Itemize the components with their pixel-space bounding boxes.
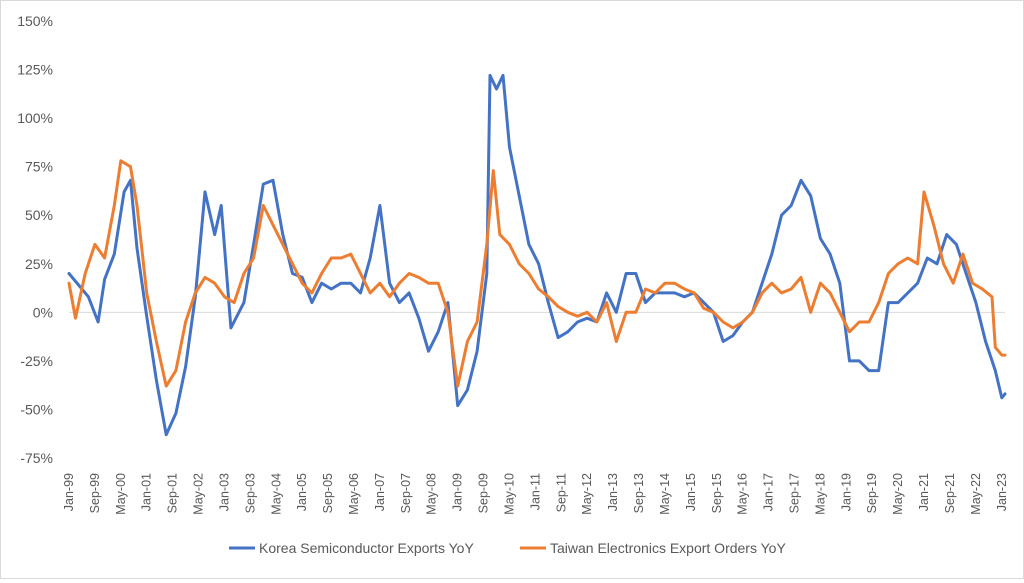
x-tick-label: May-02	[192, 473, 206, 515]
x-tick-label: Sep-15	[710, 473, 724, 513]
x-tick-label: May-10	[502, 473, 516, 515]
x-tick-label: Jan-01	[140, 473, 154, 511]
x-tick-label: Jan-03	[217, 473, 231, 511]
y-tick-label: -75%	[20, 450, 53, 466]
x-tick-label: Sep-19	[865, 473, 879, 513]
y-tick-label: 150%	[17, 13, 53, 29]
x-tick-label: May-08	[425, 473, 439, 515]
x-tick-label: Jan-11	[528, 473, 542, 510]
y-tick-label: 0%	[33, 304, 53, 320]
x-tick-label: Sep-09	[477, 473, 491, 513]
y-tick-label: -50%	[20, 401, 53, 417]
legend-label: Korea Semiconductor Exports YoY	[259, 540, 474, 556]
x-tick-label: Sep-07	[399, 473, 413, 513]
x-tick-label: Jan-09	[451, 473, 465, 511]
x-tick-label: Jan-13	[606, 473, 620, 511]
x-tick-label: Sep-17	[787, 473, 801, 513]
x-tick-label: Sep-11	[554, 473, 568, 512]
x-tick-label: Jan-17	[762, 473, 776, 511]
y-axis-labels: 150% 125% 100% 75% 50% 25% 0% -25% -50% -75%	[17, 13, 53, 466]
x-tick-label: May-06	[347, 473, 361, 515]
x-tick-label: Sep-21	[943, 473, 957, 513]
x-tick-label: Jan-15	[684, 473, 698, 511]
series-line-taiwan	[67, 159, 1007, 388]
x-tick-label: May-04	[269, 473, 283, 515]
y-tick-label: 125%	[17, 62, 53, 78]
x-axis-ticks: Jan-99 Sep-99 May-00 Jan-01 Sep-01 May-02 Jan-…	[62, 473, 1009, 515]
y-tick-label: 50%	[25, 207, 53, 223]
x-tick-label: May-14	[658, 473, 672, 515]
x-tick-label: Sep-01	[166, 473, 180, 513]
y-tick-label: 25%	[25, 256, 53, 272]
series-lines	[67, 73, 1007, 437]
x-tick-label: May-12	[580, 473, 594, 515]
x-tick-label: Jan-23	[995, 473, 1009, 511]
legend-label: Taiwan Electronics Export Orders YoY	[550, 540, 786, 556]
x-tick-label: Jan-07	[373, 473, 387, 511]
x-tick-label: May-00	[114, 473, 128, 515]
x-tick-label: Sep-05	[321, 473, 335, 513]
x-tick-label: Jan-19	[839, 473, 853, 511]
y-tick-label: 100%	[17, 110, 53, 126]
legend: Korea Semiconductor Exports YoY Taiwan El…	[229, 540, 786, 556]
x-tick-label: Sep-13	[632, 473, 646, 513]
x-tick-label: Sep-03	[243, 473, 257, 513]
x-tick-label: Jan-05	[295, 473, 309, 511]
x-tick-label: Jan-99	[62, 473, 76, 511]
x-tick-label: Jan-21	[917, 473, 931, 511]
x-tick-label: May-22	[969, 473, 983, 515]
x-tick-label: May-20	[891, 473, 905, 515]
x-tick-label: May-18	[813, 473, 827, 515]
series-line-korea	[67, 73, 1007, 437]
x-tick-label: Sep-99	[88, 473, 102, 513]
y-tick-label: 75%	[25, 159, 53, 175]
y-tick-label: -25%	[20, 353, 53, 369]
x-tick-label: May-16	[736, 473, 750, 515]
